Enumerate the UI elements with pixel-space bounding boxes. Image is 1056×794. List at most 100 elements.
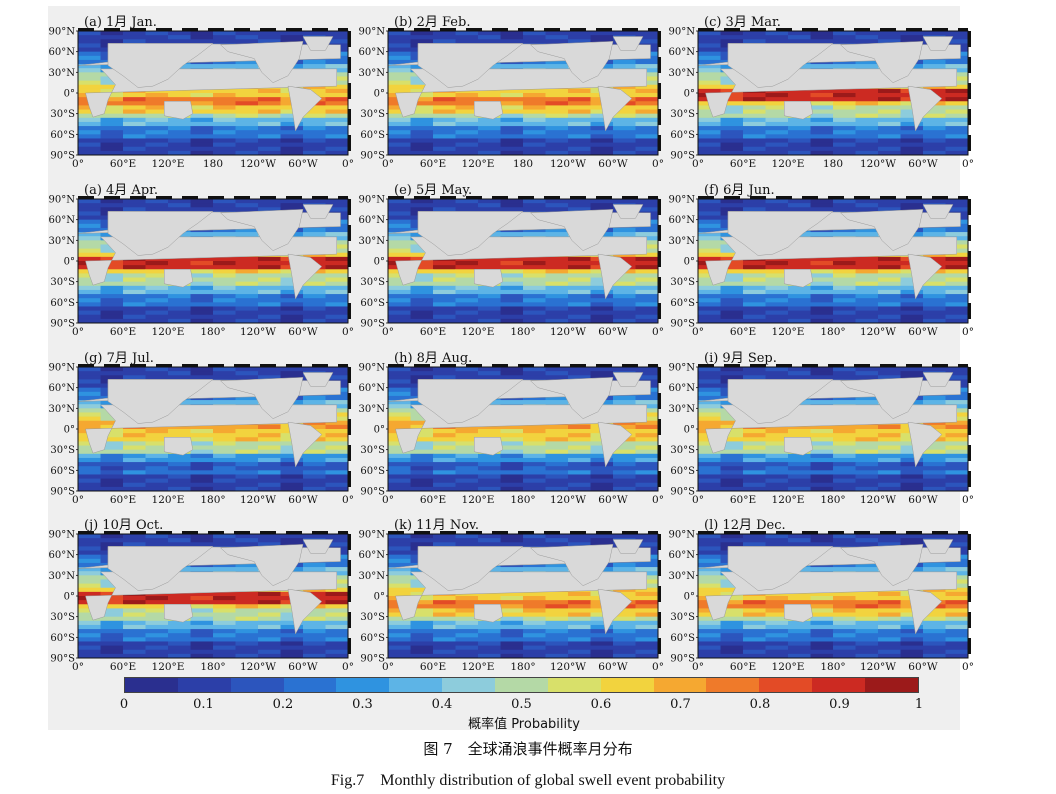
probability-cell: [720, 289, 744, 295]
probability-cell: [433, 126, 456, 131]
probability-cell: [410, 462, 434, 467]
probability-cell: [613, 649, 636, 655]
probability-cell: [855, 653, 879, 659]
probability-cell: [900, 31, 924, 36]
probability-cell: [698, 134, 721, 139]
lon-label: 120°E: [772, 158, 805, 170]
probability-cell: [478, 375, 501, 380]
probability-cell: [280, 449, 304, 455]
probability-cell: [720, 126, 744, 131]
probability-cell: [280, 35, 304, 40]
probability-cell: [258, 298, 281, 303]
probability-cell: [78, 645, 101, 651]
probability-cell: [303, 138, 326, 143]
probability-cell: [455, 433, 479, 438]
probability-cell: [190, 269, 214, 274]
probability-cell: [433, 600, 456, 605]
probability-cell: [78, 412, 101, 417]
probability-cell: [743, 474, 766, 479]
probability-cell: [78, 318, 101, 324]
probability-cell: [900, 285, 924, 291]
probability-cell: [833, 538, 856, 543]
probability-cell: [698, 567, 721, 572]
probability-cell: [500, 101, 524, 106]
probability-cell: [810, 424, 834, 430]
probability-cell: [765, 314, 789, 320]
probability-cell: [698, 215, 721, 221]
probability-cell: [325, 318, 349, 324]
probability-cell: [303, 612, 326, 618]
probability-cell: [635, 620, 659, 626]
probability-cell: [235, 109, 259, 115]
probability-cell: [100, 534, 124, 539]
probability-cell: [235, 534, 259, 539]
probability-cell: [720, 80, 744, 86]
probability-cell: [698, 51, 721, 57]
colorbar-segment: [442, 678, 496, 692]
lat-label: 60°S: [670, 633, 695, 644]
probability-cell: [878, 138, 901, 143]
probability-cell: [698, 55, 721, 61]
probability-cell: [433, 306, 456, 311]
land-mass: [839, 544, 924, 586]
probability-cell: [855, 608, 879, 613]
probability-cell: [523, 64, 546, 69]
probability-cell: [455, 620, 479, 626]
probability-cell: [590, 113, 614, 119]
probability-cell: [878, 474, 901, 479]
probability-cell: [545, 478, 569, 484]
probability-cell: [765, 474, 789, 479]
probability-cell: [698, 236, 721, 241]
probability-cell: [325, 269, 349, 274]
probability-cell: [168, 457, 191, 463]
probability-cell: [855, 371, 879, 376]
probability-cell: [410, 35, 434, 40]
probability-cell: [545, 265, 569, 270]
probability-cell: [303, 302, 326, 307]
probability-cell: [478, 486, 501, 492]
probability-cell: [478, 641, 501, 646]
probability-cell: [810, 367, 834, 372]
lon-label: 60°W: [598, 158, 628, 170]
probability-cell: [855, 478, 879, 484]
probability-cell: [698, 616, 721, 622]
probability-cell: [478, 302, 501, 307]
probability-cell: [100, 486, 124, 492]
land-mass: [302, 539, 334, 554]
probability-cell: [635, 109, 659, 115]
probability-cell: [568, 121, 591, 127]
probability-cell: [258, 445, 281, 451]
probability-cell: [325, 375, 349, 380]
probability-cell: [303, 310, 326, 316]
probability-cell: [235, 629, 259, 634]
probability-cell: [235, 273, 259, 278]
probability-cell: [945, 232, 969, 237]
probability-cell: [388, 318, 411, 324]
probability-cell: [500, 470, 524, 475]
probability-cell: [123, 429, 146, 434]
probability-cell: [635, 649, 659, 655]
probability-cell: [810, 624, 834, 630]
probability-cell: [568, 146, 591, 152]
probability-cell: [213, 105, 236, 110]
probability-cell: [613, 457, 636, 463]
probability-cell: [190, 306, 214, 311]
lat-label: 30°N: [49, 571, 76, 582]
probability-cell: [455, 637, 479, 642]
probability-cell: [303, 637, 326, 642]
probability-cell: [545, 474, 569, 479]
probability-cell: [78, 277, 101, 283]
probability-cell: [945, 633, 969, 638]
probability-cell: [168, 318, 191, 324]
probability-cell: [788, 542, 811, 547]
probability-cell: [945, 207, 969, 212]
probability-cell: [433, 134, 456, 139]
probability-cell: [545, 449, 569, 455]
probability-cell: [765, 457, 789, 463]
probability-cell: [945, 146, 969, 152]
probability-cell: [388, 383, 411, 389]
probability-cell: [235, 285, 259, 291]
probability-cell: [635, 142, 659, 148]
world-map: 90°N60°N30°N0°30°S60°S90°S0° 60°E 120°E 180…: [669, 27, 974, 171]
probability-cell: [168, 31, 191, 36]
